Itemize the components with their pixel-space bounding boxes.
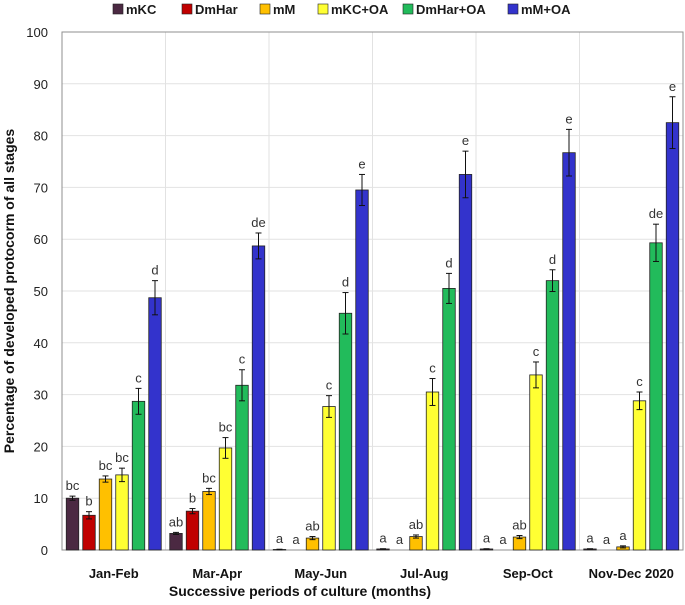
y-tick-label: 60 — [34, 232, 48, 247]
significance-label: c — [429, 361, 436, 376]
bar-mm — [98, 478, 113, 551]
significance-label: a — [603, 532, 611, 547]
bar-mm-plus-oa — [251, 245, 266, 551]
plot-frame — [61, 31, 684, 551]
significance-label: bc — [66, 478, 80, 493]
x-axis-title: Successive periods of culture (months) — [169, 583, 431, 599]
y-tick-label: 0 — [41, 543, 48, 558]
bar-dmhar-plus-oa — [442, 288, 456, 551]
significance-label: b — [85, 494, 92, 509]
x-tick-label: May-Jun — [294, 566, 347, 581]
significance-label: de — [251, 215, 265, 230]
x-tick-label: Jan-Feb — [89, 566, 139, 581]
significance-label: ab — [305, 519, 319, 534]
legend-swatch — [112, 3, 124, 15]
significance-label: a — [499, 532, 507, 547]
legend-swatch — [402, 3, 414, 15]
bar-mm-plus-oa — [355, 189, 369, 551]
bar-mkc — [65, 497, 80, 551]
y-tick-label: 80 — [34, 129, 48, 144]
bar-mm — [202, 491, 216, 551]
bar-dmhar-plus-oa — [649, 242, 663, 551]
significance-label: bc — [202, 470, 216, 485]
legend-label: DmHar — [195, 2, 238, 17]
significance-label: d — [151, 263, 158, 278]
legend-swatch — [181, 3, 193, 15]
y-tick-label: 30 — [34, 388, 48, 403]
significance-label: e — [565, 111, 572, 126]
significance-label: bc — [115, 450, 129, 465]
y-tick-label: 90 — [34, 77, 48, 92]
legend: mKC DmHar mM mKC+OA DmHar+OA mM+OA — [112, 2, 571, 17]
y-tick-label: 20 — [34, 439, 48, 454]
y-tick-label: 100 — [26, 25, 48, 40]
bar-mkc — [169, 533, 183, 551]
significance-label: a — [276, 531, 284, 546]
y-tick-label: 50 — [34, 284, 48, 299]
bar-dmhar-plus-oa — [131, 400, 146, 551]
bar-mm-plus-oa — [458, 174, 473, 551]
significance-label: ab — [512, 517, 526, 532]
y-axis-ticks: 0 10 20 30 40 50 60 70 80 90 100 — [26, 25, 48, 558]
y-tick-label: 10 — [34, 491, 48, 506]
bar-mkc-plus-oa — [218, 447, 233, 551]
legend-swatch — [507, 3, 519, 15]
legend-label: mKC+OA — [331, 2, 389, 17]
bar-mkc-plus-oa — [425, 391, 440, 551]
legend-swatch — [317, 3, 329, 15]
significance-label: a — [396, 532, 404, 547]
significance-label: e — [462, 133, 469, 148]
bar-mkc-plus-oa — [632, 400, 647, 551]
x-tick-label: Sep-Oct — [503, 566, 554, 581]
significance-label: c — [636, 374, 643, 389]
bar-dmhar — [82, 514, 96, 551]
significance-label: ab — [169, 514, 183, 529]
significance-label: c — [326, 378, 333, 393]
gridlines — [62, 32, 683, 550]
bar-dmhar-plus-oa — [235, 384, 249, 551]
x-tick-label: Jul-Aug — [400, 566, 448, 581]
significance-label: e — [358, 156, 365, 171]
significance-label: d — [549, 252, 556, 267]
significance-label: bc — [219, 420, 233, 435]
legend-label: mM — [273, 2, 295, 17]
bar-dmhar — [185, 510, 200, 551]
y-tick-label: 40 — [34, 336, 48, 351]
y-axis-title: Percentage of developed protocorm of all… — [1, 129, 17, 454]
significance-label: c — [239, 352, 246, 367]
significance-label: a — [379, 531, 387, 546]
x-tick-label: Mar-Apr — [192, 566, 242, 581]
bar-mkc-plus-oa — [529, 374, 543, 551]
x-axis-ticks: Jan-Feb Mar-Apr May-Jun Jul-Aug Sep-Oct Nov-D… — [89, 566, 674, 581]
y-tick-label: 70 — [34, 180, 48, 195]
significance-label: e — [669, 79, 676, 94]
significance-label: c — [533, 344, 540, 359]
legend-label: mKC — [126, 2, 157, 17]
bar-mkc-plus-oa — [115, 474, 129, 551]
significance-label: d — [445, 255, 452, 270]
legend-label: DmHar+OA — [416, 2, 486, 17]
significance-label: ab — [409, 517, 423, 532]
bar-mm-plus-oa — [562, 152, 576, 551]
legend-label: mM+OA — [521, 2, 571, 17]
significance-label: bc — [99, 458, 113, 473]
legend-swatch — [259, 3, 271, 15]
significance-label: a — [586, 531, 594, 546]
bar-mm-plus-oa — [665, 122, 680, 551]
significance-label: b — [189, 491, 196, 506]
significance-label: a — [483, 531, 491, 546]
significance-label: c — [135, 370, 142, 385]
bar-dmhar-plus-oa — [545, 280, 560, 551]
bar-dmhar-plus-oa — [338, 312, 353, 551]
significance-label: d — [342, 275, 349, 290]
x-tick-label: Nov-Dec 2020 — [589, 566, 674, 581]
bar-mkc-plus-oa — [322, 406, 336, 551]
significance-label: a — [292, 532, 300, 547]
significance-label: a — [619, 528, 627, 543]
significance-label: de — [649, 206, 663, 221]
bar-mm-plus-oa — [148, 297, 162, 551]
